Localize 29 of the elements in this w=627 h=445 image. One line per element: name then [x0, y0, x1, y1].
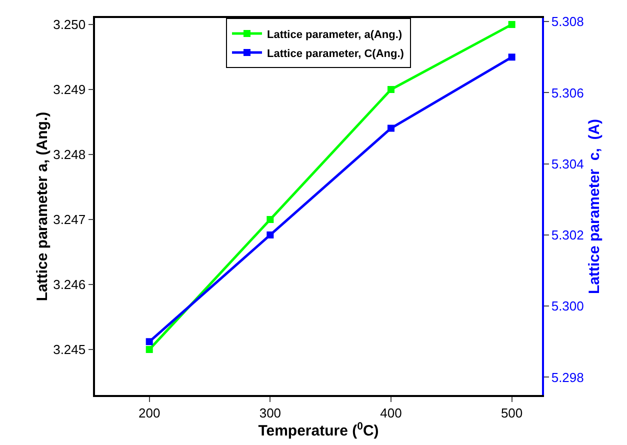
y-tick-label: 3.245 — [53, 342, 86, 358]
legend-label: Lattice parameter, C(Ang.) — [267, 48, 404, 60]
point — [508, 21, 516, 28]
point — [387, 86, 394, 93]
legend-label: Lattice parameter, a(Ang.) — [267, 28, 402, 41]
y2-axis-title: Lattice parameter c, (A) — [586, 118, 603, 294]
x-tick-label: 200 — [138, 405, 160, 420]
y-tick-label: 3.247 — [53, 212, 86, 228]
x-tick-label: 300 — [259, 405, 282, 420]
y-tick-label: 3.248 — [53, 147, 86, 162]
x-tick-label: 500 — [500, 405, 523, 420]
y2-tick-label: 5.298 — [551, 370, 584, 385]
point — [387, 124, 394, 132]
y2-tick-label: 5.300 — [551, 298, 584, 314]
point — [266, 231, 274, 238]
x-axis-title: Temperature ($^{0}$C) — [258, 420, 379, 440]
point — [146, 338, 153, 346]
y2-tick-label: 5.302 — [551, 228, 584, 242]
y-tick-label: 3.250 — [53, 17, 86, 32]
y-tick-label: 3.246 — [53, 277, 86, 292]
y2-tick-label: 5.306 — [551, 85, 584, 100]
y-axis-title: Lattice parameter a, (Ang.) — [34, 112, 52, 302]
y-tick-label: 3.249 — [53, 82, 86, 98]
point — [508, 54, 516, 61]
y2-tick-label: 5.304 — [551, 156, 584, 172]
point — [266, 216, 274, 223]
x-tick-label: 400 — [380, 405, 402, 420]
y2-tick-label: 5.308 — [551, 14, 584, 30]
point — [146, 346, 153, 353]
